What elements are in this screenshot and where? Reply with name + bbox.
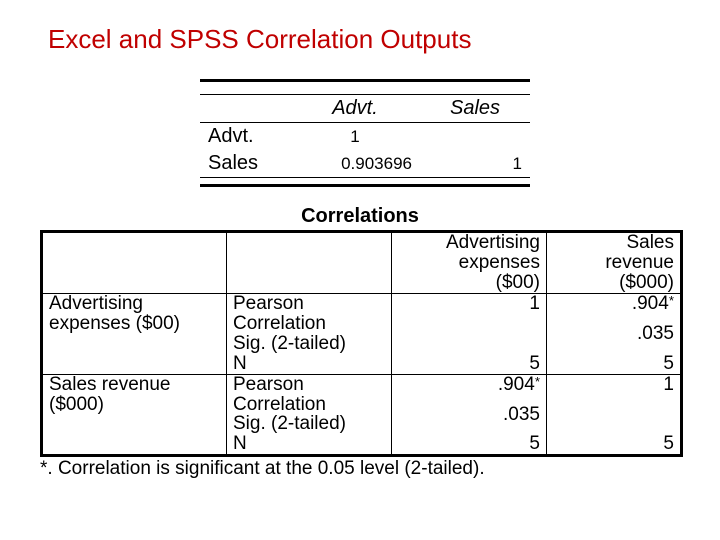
spss-header-row: Advertising expenses ($00) Sales revenue… (42, 232, 682, 294)
excel-table-wrap: Advt. Sales Advt. 1 Sales 0.903696 1 (200, 79, 530, 187)
excel-spacer-row (200, 81, 530, 95)
text: Correlation (233, 394, 326, 415)
sup: * (669, 293, 674, 308)
spss-val (547, 405, 682, 435)
slide: Excel and SPSS Correlation Outputs Advt.… (0, 0, 720, 540)
spss-val: .035 (392, 405, 547, 435)
text: ($000) (619, 272, 674, 293)
excel-col-advt: Advt. (290, 95, 420, 123)
spss-val: 5 (547, 354, 682, 374)
spss-val: 5 (392, 354, 547, 374)
spss-rowlabel-advt: Advertising expenses ($00) (42, 293, 227, 374)
spss-correlation-table: Advertising expenses ($00) Sales revenue… (40, 230, 683, 457)
text: expenses ($00) (49, 313, 180, 334)
spss-val: .904* (547, 293, 682, 324)
excel-header-row: Advt. Sales (200, 95, 530, 123)
spss-val: 5 (547, 434, 682, 455)
spss-val: 5 (392, 434, 547, 455)
spss-val: .904* (392, 374, 547, 405)
text: Advertising (446, 232, 540, 253)
excel-cell-sales-advt: 0.903696 (290, 150, 420, 178)
text: Sig. (2-tailed) (233, 333, 346, 354)
spss-col-sales: Sales revenue ($000) (547, 232, 682, 294)
text: Pearson (233, 374, 304, 395)
spss-rowlabel-sales: Sales revenue ($000) (42, 374, 227, 456)
excel-cell-advt-advt: 1 (290, 123, 420, 151)
spss-footnote: *. Correlation is significant at the 0.0… (40, 459, 600, 479)
text: Sig. (2-tailed) (233, 413, 346, 434)
spss-stat-name: Pearson Correlation Sig. (2-tailed) (227, 293, 392, 353)
text: ($00) (496, 272, 540, 293)
spss-table-title: Correlations (40, 205, 680, 228)
spss-col-advt: Advertising expenses ($00) (392, 232, 547, 294)
spss-val: 1 (392, 293, 547, 324)
excel-rowlabel-advt: Advt. (200, 123, 290, 151)
spss-val (392, 324, 547, 354)
text: .904 (632, 293, 669, 314)
sup: * (535, 374, 540, 389)
excel-cell-advt-sales (420, 123, 530, 151)
text: Sales revenue (49, 374, 170, 395)
text: Correlation (233, 313, 326, 334)
spss-val: .035 (547, 324, 682, 354)
page-title: Excel and SPSS Correlation Outputs (48, 24, 680, 55)
excel-correlation-table: Advt. Sales Advt. 1 Sales 0.903696 1 (200, 79, 530, 187)
spss-val: 1 (547, 374, 682, 405)
text: Sales (626, 232, 674, 253)
spss-stat-name: Pearson Correlation Sig. (2-tailed) (227, 374, 392, 434)
text: 1 (529, 293, 540, 314)
excel-spacer-row-bottom (200, 178, 530, 186)
excel-row-sales: Sales 0.903696 1 (200, 150, 530, 178)
spss-row: Sales revenue ($000) Pearson Correlation… (42, 374, 682, 405)
text: Advertising (49, 293, 143, 314)
excel-rowlabel-sales: Sales (200, 150, 290, 178)
spss-table-wrap: Advertising expenses ($00) Sales revenue… (40, 230, 680, 457)
spss-row: Advertising expenses ($00) Pearson Corre… (42, 293, 682, 324)
text: ($000) (49, 394, 104, 415)
spss-stat-name: N (227, 434, 392, 455)
text: Pearson (233, 293, 304, 314)
text: .904 (498, 374, 535, 395)
excel-col-sales: Sales (420, 95, 530, 123)
excel-row-advt: Advt. 1 (200, 123, 530, 151)
excel-cell-sales-sales: 1 (420, 150, 530, 178)
spss-stat-name: N (227, 354, 392, 374)
text: expenses (459, 252, 540, 273)
text: revenue (605, 252, 674, 273)
